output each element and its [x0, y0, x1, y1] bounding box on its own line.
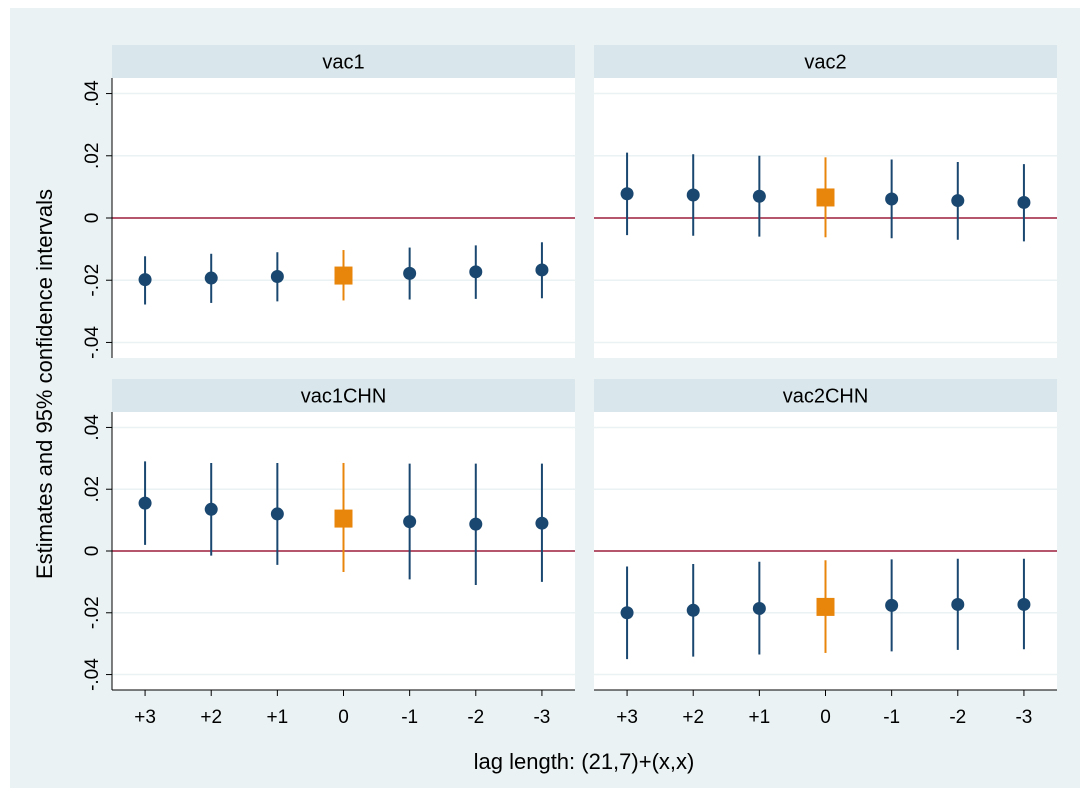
point-estimate	[403, 515, 417, 529]
x-tick-label: -1	[883, 707, 900, 728]
point-estimate-highlight	[816, 188, 835, 207]
point-estimate-highlight	[334, 509, 353, 528]
point-estimate	[620, 606, 634, 620]
point-estimate	[752, 601, 766, 615]
y-tick-label: .04	[82, 80, 103, 107]
point-estimate	[686, 603, 700, 617]
point-estimate	[885, 598, 899, 612]
x-tick-label: -1	[401, 707, 418, 728]
panel-header	[594, 45, 1057, 78]
point-estimate-highlight	[816, 597, 835, 616]
point-estimate	[1017, 195, 1031, 209]
point-estimate	[138, 496, 152, 510]
point-estimate	[403, 266, 417, 280]
panel-vac2: vac2	[594, 45, 1057, 358]
panel-header	[112, 45, 575, 78]
point-estimate	[535, 516, 549, 530]
point-estimate-highlight	[334, 266, 353, 285]
x-tick-label: -2	[949, 707, 966, 728]
point-estimate	[469, 265, 483, 279]
panel-title: vac2CHN	[783, 386, 869, 408]
x-tick-label: 0	[338, 707, 349, 728]
panel-title: vac1CHN	[301, 386, 387, 408]
y-tick-label: .02	[82, 476, 103, 502]
x-tick-label: -2	[467, 707, 484, 728]
x-tick-label: +2	[200, 707, 222, 728]
point-estimate	[270, 507, 284, 521]
panel-vac2CHN: vac2CHN +3 +2 +1 0 -1 -2 -3	[594, 379, 1057, 728]
panel-title: vac1	[322, 52, 364, 74]
y-tick-label: -.04	[82, 326, 103, 359]
point-estimate	[885, 192, 899, 206]
x-tick-label: +3	[616, 707, 638, 728]
point-estimate	[204, 502, 218, 516]
x-axis-title: lag length: (21,7)+(x,x)	[474, 749, 695, 774]
y-tick-label: 0	[82, 546, 103, 557]
x-tick-label: -3	[533, 707, 550, 728]
y-tick-label: .02	[82, 143, 103, 169]
panel-title: vac2	[804, 52, 846, 74]
x-tick-label: +1	[267, 707, 289, 728]
y-tick-label: -.04	[82, 658, 103, 691]
panel-header	[112, 379, 575, 412]
point-estimate	[204, 271, 218, 285]
point-estimate	[686, 188, 700, 202]
y-axis-title: Estimates and 95% confidence intervals	[32, 189, 57, 579]
x-tick-label: 0	[820, 707, 831, 728]
point-estimate	[951, 194, 965, 208]
x-tick-label: -3	[1015, 707, 1032, 728]
panel-vac1CHN: vac1CHN .04 .02 0 -.02 -.04 +3 +2 +1 0 -1 -2 -3	[82, 379, 575, 728]
y-tick-label: -.02	[82, 264, 103, 297]
x-tick-label: +1	[749, 707, 771, 728]
point-estimate	[138, 273, 152, 287]
y-tick-label: .04	[82, 414, 103, 441]
point-estimate	[469, 517, 483, 531]
panel-header	[594, 379, 1057, 412]
point-estimate	[752, 189, 766, 203]
panel-vac1: vac1 .04 .02 0 -.02 -.04	[82, 45, 575, 359]
point-estimate	[270, 269, 284, 283]
x-tick-label: +2	[682, 707, 704, 728]
point-estimate	[1017, 597, 1031, 611]
point-estimate	[951, 597, 965, 611]
point-estimate	[535, 263, 549, 277]
y-tick-label: -.02	[82, 596, 103, 629]
y-tick-label: 0	[82, 213, 103, 224]
point-estimate	[620, 187, 634, 201]
x-tick-label: +3	[134, 707, 156, 728]
